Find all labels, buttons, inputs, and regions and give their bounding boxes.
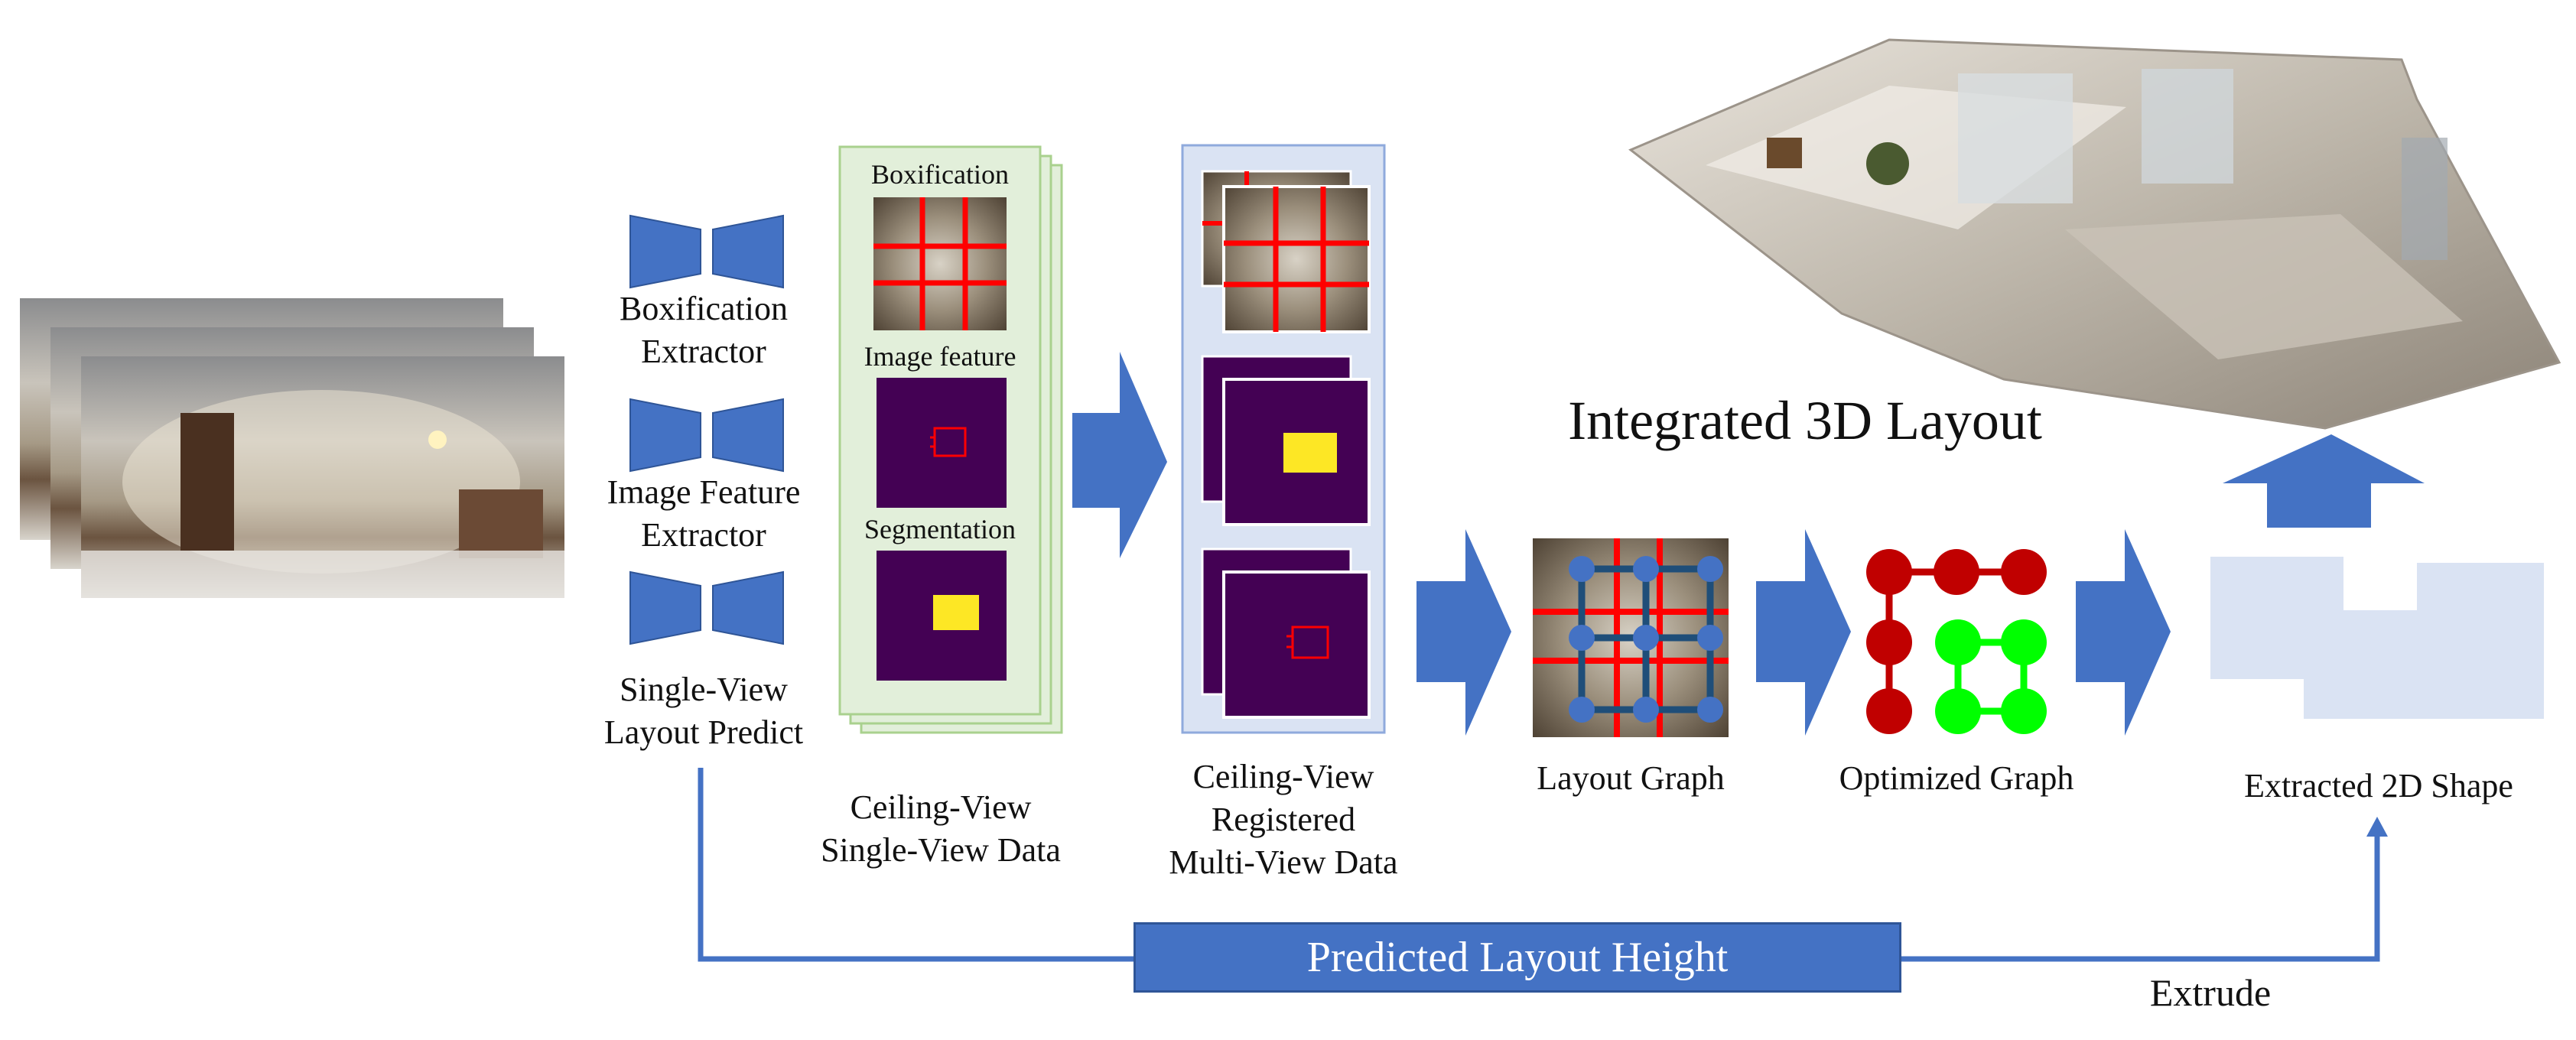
single-view-layout-predict-label: Single-View Layout Predict	[603, 671, 804, 751]
layout-graph-caption: Layout Graph	[1537, 759, 1725, 797]
single-view-panel	[838, 145, 1063, 734]
panorama-image-front	[81, 356, 564, 598]
image-feature-thumbnail	[877, 378, 1007, 508]
boxification-thumbnail-label: Boxification	[871, 159, 1009, 190]
predicted-layout-height-band: Predicted Layout Height	[1134, 922, 1901, 993]
multi-view-feature-stack	[1201, 548, 1371, 719]
integrated-3d-render	[1628, 38, 2561, 430]
boxification-thumbnail	[873, 197, 1007, 330]
arrow-optimized-to-shape	[2076, 529, 2171, 736]
optimized-graph-caption: Optimized Graph	[1839, 759, 2074, 797]
segmentation-thumbnail-label: Segmentation	[864, 514, 1016, 544]
image-feature-extractor-label: Image Feature Extractor	[607, 473, 801, 554]
extracted-2d-shape-caption: Extracted 2D Shape	[2244, 767, 2513, 804]
arrow-single-to-multi	[1072, 352, 1167, 558]
single-view-data-caption: Ceiling-View Single-View Data	[821, 788, 1061, 869]
integrated-3d-layout-title: Integrated 3D Layout	[1568, 390, 2042, 451]
boxification-encoder-icon	[629, 214, 784, 289]
multi-view-data-caption: Ceiling-View Registered Multi-View Data	[1169, 758, 1398, 881]
arrow-multi-to-layout-graph	[1416, 529, 1511, 736]
multi-view-boxification-stack	[1201, 170, 1371, 333]
optimized-graph-figure	[1866, 549, 2047, 734]
single-view-encoder-icon	[629, 570, 784, 645]
encoder-icons	[629, 214, 784, 645]
layout-graph-figure	[1533, 538, 1729, 737]
image-feature-encoder-icon	[629, 398, 784, 473]
arrow-shape-to-3d	[2223, 434, 2425, 528]
boxification-extractor-label: Boxification Extractor	[620, 290, 788, 370]
panorama-stack	[20, 298, 564, 598]
segmentation-thumbnail	[877, 551, 1007, 681]
extracted-2d-shape	[2210, 557, 2544, 719]
extrude-arrowhead	[2366, 817, 2388, 837]
image-feature-thumbnail-label: Image feature	[864, 341, 1016, 372]
arrow-layout-to-optimized	[1756, 529, 1851, 736]
predicted-height-connector	[698, 768, 2388, 962]
multi-view-panel	[1181, 144, 1386, 734]
extrude-label: Extrude	[2149, 971, 2272, 1014]
multi-view-segmentation-stack	[1201, 355, 1371, 526]
